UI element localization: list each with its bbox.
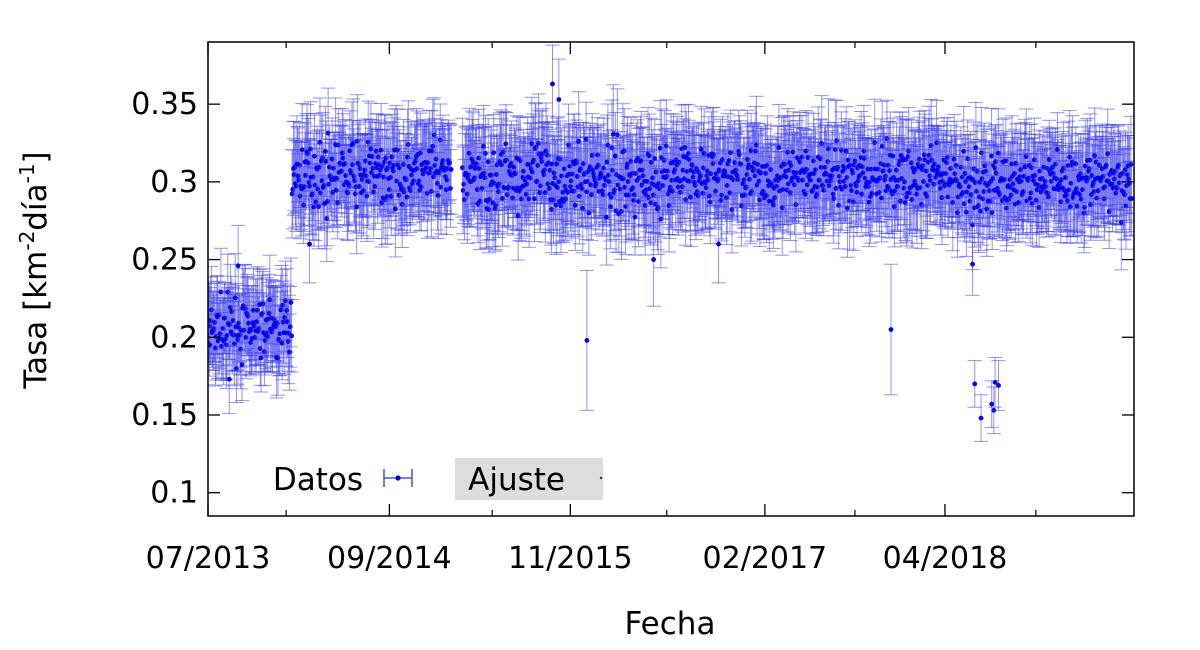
data-point xyxy=(498,104,513,184)
data-point xyxy=(239,295,254,380)
data-point xyxy=(444,123,459,216)
data-point xyxy=(718,129,733,222)
y-tick-label-3: 0.25 xyxy=(131,243,198,278)
y-axis-title-mid: día xyxy=(18,183,54,230)
data-point xyxy=(750,122,765,207)
x-tick-label-3: 02/2017 xyxy=(703,541,828,576)
data-point xyxy=(284,298,299,373)
x-tick-label-1: 09/2014 xyxy=(327,541,452,576)
data-point xyxy=(486,113,501,192)
data-series-datos xyxy=(208,44,1134,442)
x-axis-title: Fecha xyxy=(625,606,716,642)
y-tick-label-4: 0.3 xyxy=(150,165,198,200)
data-point xyxy=(761,145,776,226)
y-axis-title-sup2: -1 xyxy=(15,163,39,183)
data-point xyxy=(932,139,947,226)
data-point xyxy=(386,125,401,217)
data-point xyxy=(428,128,443,218)
data-point xyxy=(256,268,271,340)
y-axis-title-sup1: -2 xyxy=(15,231,39,251)
data-point xyxy=(669,116,684,215)
data-point xyxy=(975,152,990,246)
plot-area xyxy=(208,44,1134,442)
y-axis-title-end: ] xyxy=(18,151,54,163)
x-tick-label-2: 11/2015 xyxy=(508,541,633,576)
data-point xyxy=(254,323,269,393)
data-point xyxy=(918,148,933,239)
y-tick-label-2: 0.2 xyxy=(150,320,198,355)
data-point xyxy=(874,153,889,243)
data-point xyxy=(851,134,866,228)
legend-marker-ajuste xyxy=(599,476,603,480)
x-tick-label-0: 07/2013 xyxy=(146,541,271,576)
y-axis-title: Tasa [km-2día-1] xyxy=(15,151,54,389)
data-point xyxy=(283,257,298,348)
data-point xyxy=(579,143,594,241)
data-point xyxy=(959,167,974,257)
data-point xyxy=(632,127,647,213)
data-point xyxy=(606,84,621,185)
legend-label-ajuste: Ajuste xyxy=(468,462,565,498)
y-tick-label-5: 0.35 xyxy=(131,87,198,122)
y-tick-label-1: 0.15 xyxy=(131,398,198,433)
legend-label-datos: Datos xyxy=(273,462,363,498)
x-tick-label-4: 04/2018 xyxy=(883,541,1008,576)
data-point xyxy=(314,114,329,208)
data-point xyxy=(297,141,312,232)
data-point xyxy=(266,279,281,358)
data-point xyxy=(363,102,378,195)
data-point xyxy=(213,298,228,369)
data-point xyxy=(691,121,706,223)
data-point xyxy=(863,149,878,244)
data-point xyxy=(346,128,361,225)
y-axis-title-main: Tasa [km xyxy=(18,251,54,390)
data-point xyxy=(208,282,222,362)
y-tick-label-0: 0.1 xyxy=(150,476,198,511)
